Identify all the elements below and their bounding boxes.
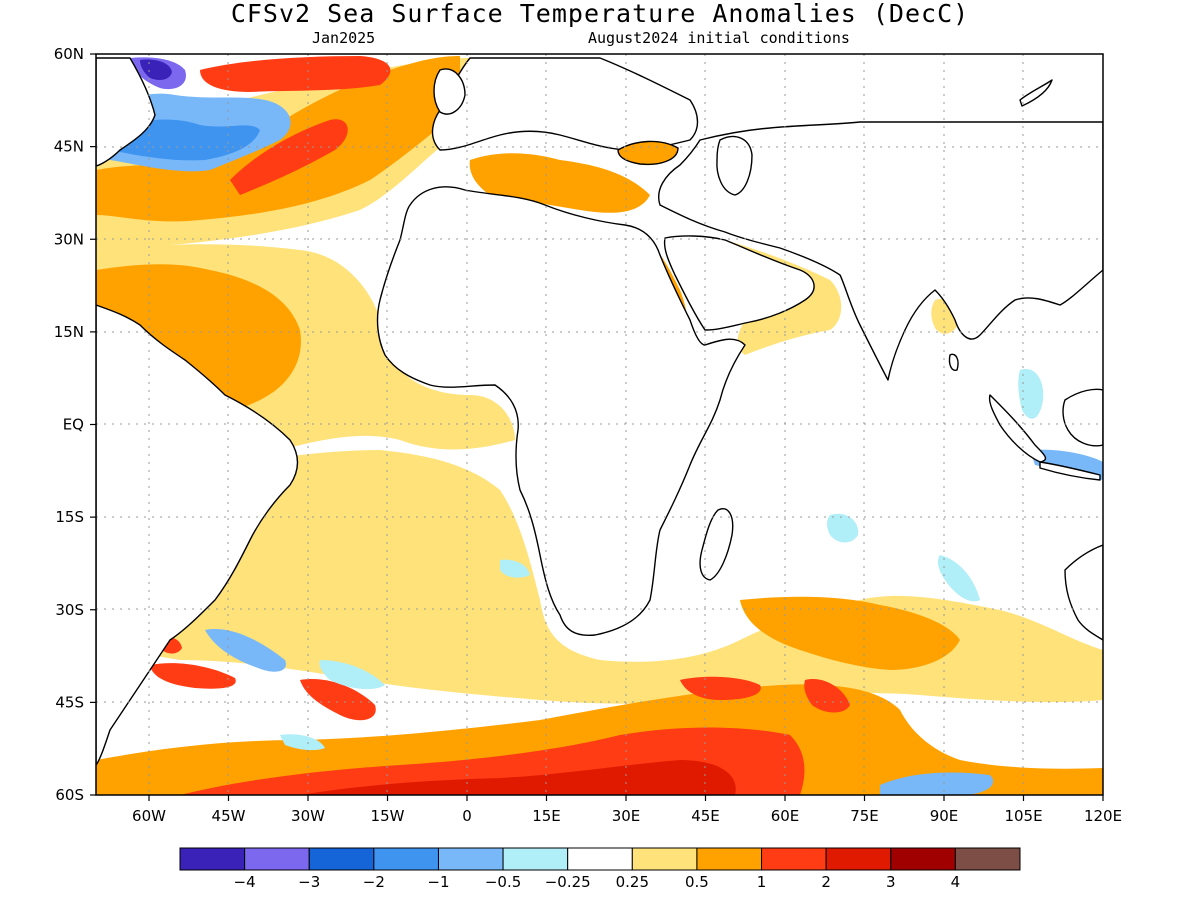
lon-label: 30E: [612, 807, 641, 825]
central-atlantic-cold-small: [500, 559, 530, 578]
labrador-cold-blue: [110, 119, 260, 161]
colorbar-swatch: [761, 847, 827, 871]
colorbar: [179, 847, 1021, 871]
lat-label: 15S: [55, 508, 84, 526]
southern-cold-patch: [880, 772, 994, 795]
british-isles: [433, 68, 466, 115]
colorbar-swatch: [631, 847, 698, 871]
southern-ocean-warm-orange: [96, 684, 1103, 795]
anomaly-fields: [96, 54, 1103, 795]
colorbar-label: 0.25: [616, 873, 649, 891]
colorbar-label: 4: [951, 873, 961, 891]
colorbar-label: 1: [757, 873, 767, 891]
lat-label: 30N: [54, 230, 84, 248]
colorbar-label: −4: [234, 873, 256, 891]
lon-label: 30W: [291, 807, 325, 825]
arctic-fragment: [1019, 79, 1053, 107]
colorbar-swatch: [502, 847, 569, 871]
north-america-east: [96, 57, 156, 167]
colorbar-swatch: [179, 847, 246, 871]
land-masses: [96, 57, 1103, 766]
lon-label: 105E: [1004, 807, 1042, 825]
north-atlantic-warm-red: [230, 119, 348, 195]
lat-label: 60N: [54, 45, 84, 63]
colorbar-label: −0.5: [485, 873, 521, 891]
colorbar-swatch: [825, 847, 892, 871]
borneo: [1062, 388, 1103, 447]
colorbar-label: −2: [363, 873, 385, 891]
colorbar-swatch: [308, 847, 375, 871]
south-atlantic-cold-patch-2: [319, 660, 385, 690]
colorbar-label: −1: [427, 873, 449, 891]
south-atlantic-cold-small: [280, 734, 325, 751]
australia: [1064, 544, 1103, 641]
lon-label: 75E: [850, 807, 879, 825]
andaman-cold-patch: [1018, 369, 1044, 419]
latitude-axis: 60N 45N 30N 15N EQ 15S 30S 45S 60S: [54, 45, 96, 804]
gridlines: [96, 54, 1103, 795]
colorbar-swatch: [373, 847, 439, 871]
south-indian-warm-red-east: [804, 679, 850, 713]
south-indian-cold-patch: [827, 513, 859, 543]
colorbar-label: −0.25: [545, 873, 591, 891]
labrador-cold-darkest: [140, 59, 172, 80]
colorbar-label: −3: [298, 873, 320, 891]
lon-label: 45E: [691, 807, 720, 825]
forecast-month-label: Jan2025: [312, 29, 376, 47]
south-atlantic-warm-red: [300, 679, 376, 721]
lon-label: 0: [462, 807, 472, 825]
south-america: [96, 304, 299, 766]
south-indian-warm-red: [680, 676, 761, 700]
lon-label: 60E: [771, 807, 800, 825]
lat-label: 45S: [55, 693, 84, 711]
colorbar-label: 2: [821, 873, 831, 891]
brazil-warm-red: [150, 663, 236, 689]
lon-label: 120E: [1084, 807, 1122, 825]
lat-label: 30S: [55, 601, 84, 619]
map-title: CFSv2 Sea Surface Temperature Anomalies …: [230, 0, 970, 28]
west-australia-cold-patch: [937, 555, 980, 602]
colorbar-label: 0.5: [685, 873, 709, 891]
lat-label: 15N: [54, 323, 84, 341]
sri-lanka: [948, 353, 959, 372]
colorbar-labels: −4 −3 −2 −1 −0.5 −0.25 0.25 0.5 1 2 3 4: [234, 873, 961, 891]
caspian-sea: [716, 135, 753, 196]
lat-label: EQ: [63, 416, 84, 434]
lat-label: 45N: [54, 138, 84, 156]
madagascar: [699, 508, 734, 581]
lon-label: 15E: [532, 807, 561, 825]
africa-eurasia: [376, 57, 1103, 637]
lon-label: 60W: [132, 807, 166, 825]
colorbar-swatch: [890, 847, 956, 871]
lon-label: 15W: [371, 807, 405, 825]
longitude-axis: 60W 45W 30W 15W 0 15E 30E 45E 60E 75E 90E 105E 120E: [132, 795, 1122, 825]
north-atlantic-warm-red-north: [200, 56, 391, 92]
colorbar-swatch: [954, 847, 1021, 871]
lat-label: 60S: [55, 786, 84, 804]
lon-label: 45W: [212, 807, 246, 825]
colorbar-label: 3: [886, 873, 896, 891]
lon-label: 90E: [930, 807, 959, 825]
south-atlantic-cold-patch: [205, 629, 286, 672]
colorbar-swatch: [244, 847, 310, 871]
initial-conditions-label: August2024 initial conditions: [588, 29, 850, 47]
indian-ocean-warm-orange: [740, 596, 960, 670]
southern-ocean-warm-darkred: [300, 760, 736, 795]
colorbar-swatch: [437, 847, 504, 871]
java: [1039, 461, 1101, 481]
colorbar-swatch: [696, 847, 763, 871]
colorbar-swatch: [567, 847, 633, 871]
